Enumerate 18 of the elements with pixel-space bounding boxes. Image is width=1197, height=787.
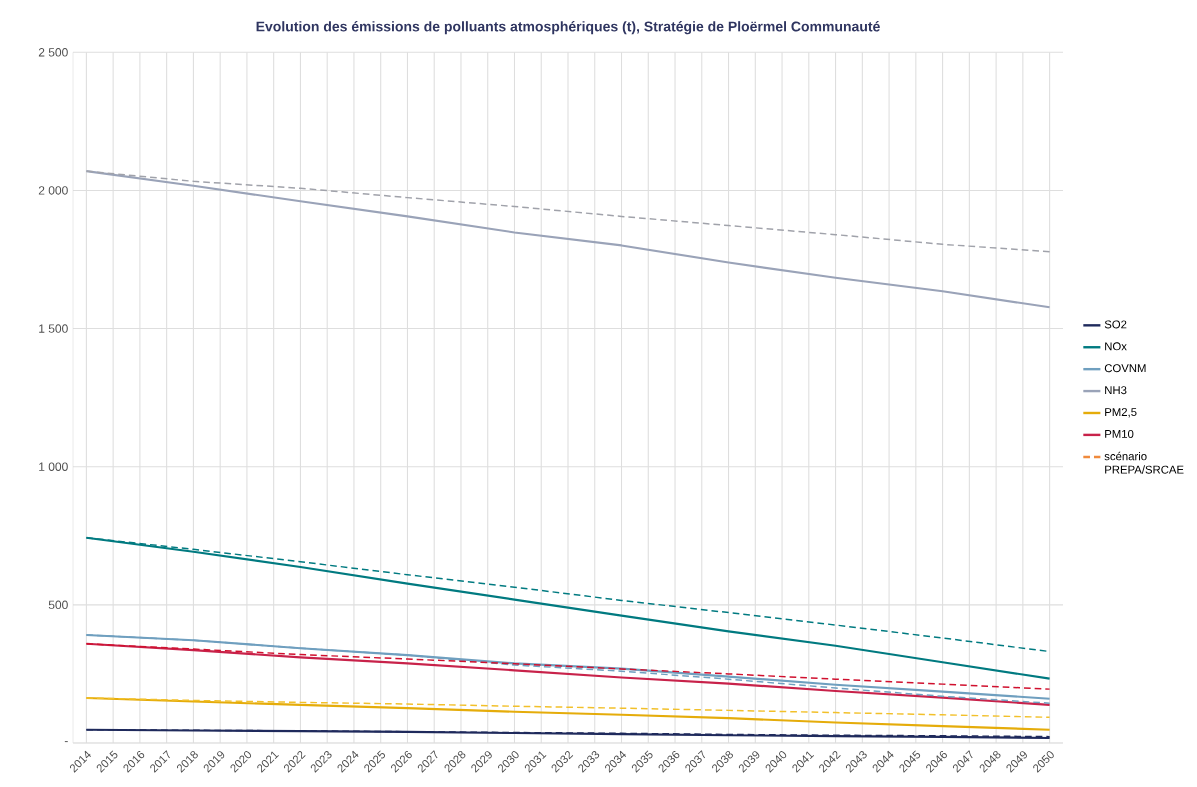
y-tick-label: 1 000 — [39, 462, 68, 471]
legend-label: SO2 — [1104, 320, 1127, 329]
line-series — [85, 697, 1051, 719]
line-series — [85, 643, 1051, 690]
y-tick-label: 2 500 — [38, 48, 68, 57]
line-series — [85, 170, 1051, 253]
legend-label: NOx — [1105, 342, 1127, 351]
legend-label: scénario PREPA/SRCAE — [1104, 451, 1184, 474]
y-tick-label: 1 500 — [39, 324, 68, 333]
legend-label: NH3 — [1105, 386, 1127, 395]
y-tick-label: - — [64, 741, 68, 743]
chart-title: Evolution des émissions de polluants atmosphériques (t), Stratégie de Ploërmel Communauté — [256, 21, 880, 35]
y-tick-label: 500 — [48, 600, 68, 610]
legend-label: COVNM — [1104, 364, 1146, 373]
y-tick-label: 2 000 — [38, 186, 68, 195]
legend-label: PM10 — [1105, 429, 1134, 438]
line-series — [85, 170, 1051, 309]
legend-label: PM2,5 — [1105, 408, 1137, 418]
